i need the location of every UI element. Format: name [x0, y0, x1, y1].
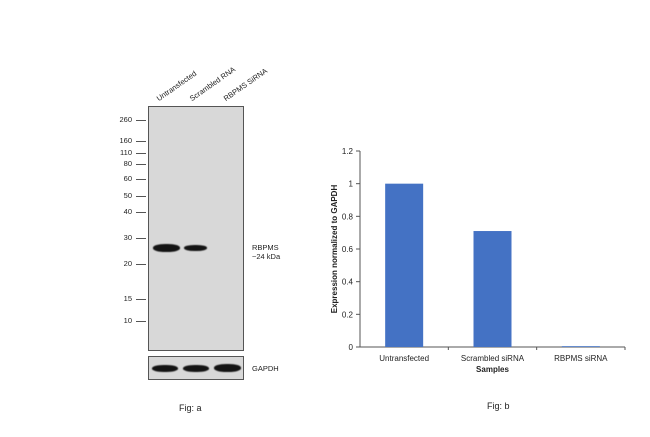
marker-tick	[136, 212, 146, 213]
marker-260: 260	[119, 115, 132, 124]
y-tick-label: 0.8	[342, 212, 354, 221]
marker-tick	[136, 299, 146, 300]
marker-tick	[136, 164, 146, 165]
marker-tick	[136, 321, 146, 322]
bar	[561, 346, 600, 347]
x-tick-label: Untransfected	[379, 354, 429, 363]
marker-tick	[136, 196, 146, 197]
fig-b-caption: Fig: b	[487, 401, 510, 411]
marker-tick	[136, 264, 146, 265]
y-tick-label: 1	[349, 180, 354, 189]
marker-110: 110	[120, 148, 132, 157]
marker-10: 10	[123, 316, 132, 325]
marker-30: 30	[123, 233, 132, 242]
blot-membrane	[148, 106, 244, 351]
gapdh-membrane	[148, 356, 244, 380]
marker-60: 60	[123, 174, 132, 183]
y-tick-label: 0.2	[342, 310, 354, 319]
gapdh-band-rbpms-sirna	[214, 364, 241, 372]
marker-80: 80	[123, 159, 132, 168]
loading-control-label: GAPDH	[252, 364, 279, 373]
y-tick-label: 1.2	[342, 147, 354, 156]
y-tick-label: 0.4	[342, 278, 354, 287]
marker-tick	[136, 238, 146, 239]
fig-a-caption: Fig: a	[179, 403, 202, 413]
bar-chart: 0 0.2 0.4 0.6 0.8 1 1.2 Untransfected Scrambled …	[330, 147, 626, 374]
y-axis-title: Expression normalized to GAPDH	[330, 185, 339, 314]
target-label: RBPMS	[252, 243, 279, 252]
x-tick-label: Scrambled siRNA	[461, 354, 525, 363]
marker-50: 50	[123, 191, 132, 200]
target-size-label: ~24 kDa	[252, 252, 281, 261]
marker-tick	[136, 120, 146, 121]
marker-160: 160	[119, 136, 132, 145]
marker-15: 15	[123, 294, 132, 303]
x-tick-label: RBPMS siRNA	[554, 354, 608, 363]
bar	[473, 231, 512, 347]
marker-tick	[136, 141, 146, 142]
gapdh-band-untransfected	[152, 365, 178, 372]
y-tick-label: 0	[349, 343, 354, 352]
bar	[385, 183, 424, 347]
marker-tick	[136, 179, 146, 180]
rbpms-band-scrambled	[184, 245, 207, 251]
gapdh-band-scrambled	[183, 365, 209, 372]
x-axis-title: Samples	[476, 365, 509, 374]
marker-20: 20	[123, 259, 132, 268]
marker-tick	[136, 153, 146, 154]
rbpms-band-untransfected	[153, 244, 180, 252]
marker-40: 40	[123, 207, 132, 216]
y-tick-label: 0.6	[342, 245, 354, 254]
